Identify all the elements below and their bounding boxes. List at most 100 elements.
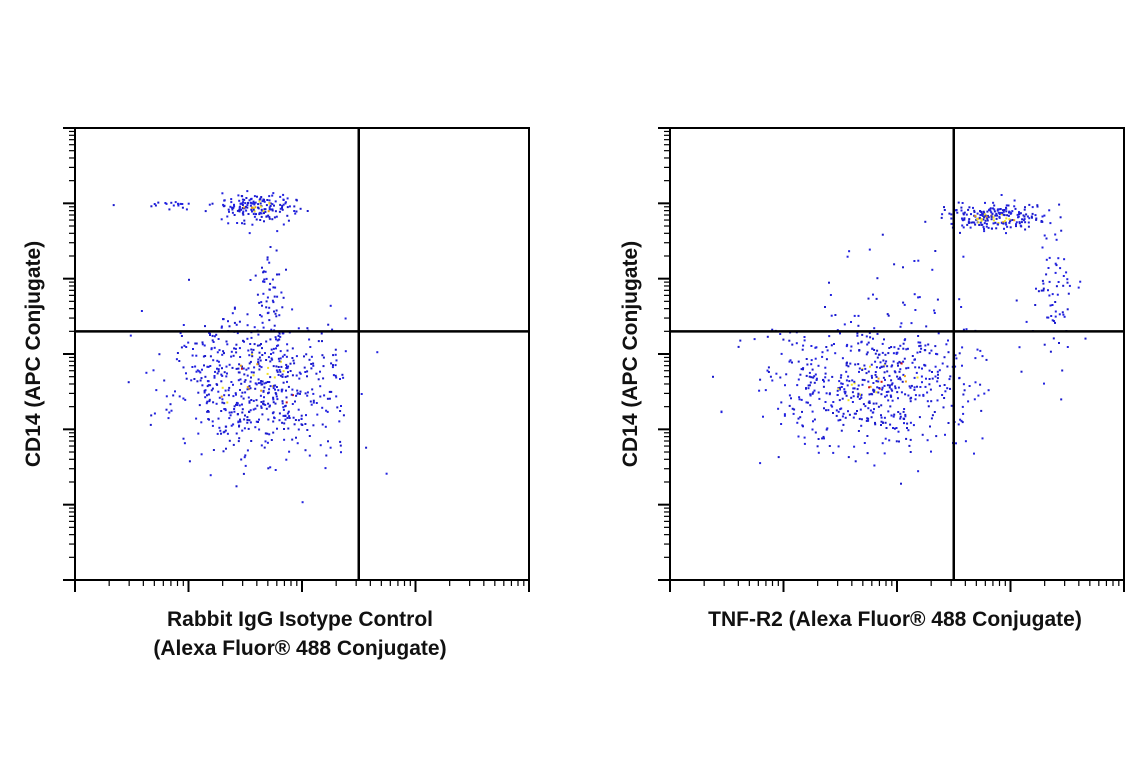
event-dot [272, 411, 275, 414]
event-dot [300, 418, 303, 420]
event-dot [803, 336, 806, 338]
event-dot [822, 385, 825, 388]
event-dot [807, 384, 810, 387]
event-dot [238, 404, 241, 407]
event-dot [836, 394, 839, 396]
event-dot [797, 378, 800, 381]
event-dot [281, 355, 284, 358]
event-dot [326, 397, 329, 400]
event-dot [1034, 214, 1037, 217]
event-dot [291, 388, 294, 391]
event-dot [872, 402, 875, 405]
event-dot [946, 365, 949, 368]
event-dot [260, 406, 263, 409]
event-dot [272, 351, 275, 354]
event-dot [1054, 301, 1057, 303]
event-dot [268, 206, 271, 209]
event-dot [958, 352, 961, 355]
event-dot [897, 397, 899, 400]
event-dot [253, 202, 256, 204]
event-dot [208, 203, 211, 206]
x-axis-label: TNF-R2 (Alexa Fluor® 488 Conjugate) [708, 608, 1082, 631]
event-dot [283, 428, 285, 430]
event-dot [962, 219, 964, 222]
event-dot [273, 295, 276, 298]
event-dot [293, 210, 296, 212]
event-dot [921, 433, 924, 436]
event-dot [272, 431, 275, 434]
event-dot [211, 339, 214, 342]
event-dot [979, 210, 982, 213]
event-dot [249, 360, 252, 363]
event-dot [1036, 205, 1039, 208]
event-dot [828, 445, 831, 447]
event-dot [933, 312, 936, 314]
event-dot [876, 349, 879, 352]
event-dot [262, 400, 265, 403]
event-dot [875, 380, 878, 382]
event-dot [286, 367, 289, 370]
event-dot [235, 403, 237, 406]
event-dot [1023, 215, 1026, 218]
event-dot [1042, 282, 1045, 285]
event-dot [261, 266, 263, 269]
event-dot [845, 345, 848, 348]
event-dot [195, 417, 198, 420]
event-dot [898, 370, 901, 373]
event-dot [260, 401, 263, 403]
event-dot [784, 384, 786, 387]
event-dot [279, 350, 282, 353]
event-dot [950, 217, 953, 220]
event-dot [960, 209, 963, 212]
event-dot [978, 216, 981, 219]
event-dot [238, 425, 240, 428]
event-dot [230, 411, 233, 414]
event-dot [802, 368, 804, 371]
event-dot [1084, 337, 1087, 340]
event-dot [992, 201, 995, 204]
event-dot [872, 390, 875, 393]
event-dot [780, 401, 783, 404]
event-dot [992, 222, 995, 225]
event-dot [268, 306, 271, 309]
event-dot [880, 420, 883, 423]
event-dot [282, 332, 285, 334]
event-dot [880, 416, 883, 419]
event-dot [269, 202, 272, 205]
event-dot [899, 325, 902, 328]
event-dot [898, 440, 900, 443]
event-dot [895, 352, 898, 355]
event-dot [260, 380, 263, 382]
event-dot [274, 388, 276, 391]
event-dot [973, 221, 976, 224]
event-dot [244, 464, 247, 467]
event-dot [861, 333, 864, 336]
event-dot [261, 347, 263, 350]
event-dot [266, 432, 269, 435]
event-dot [960, 206, 963, 209]
event-dot [291, 403, 294, 405]
y-axis-label: CD14 (APC Conjugate) [619, 241, 642, 467]
event-dot [1024, 221, 1027, 224]
event-dot [985, 215, 988, 218]
event-dot [342, 414, 345, 417]
event-dot [285, 401, 288, 404]
event-dot [916, 351, 919, 354]
event-dot [1018, 213, 1021, 216]
event-dot [830, 314, 833, 317]
event-dot [777, 456, 780, 459]
event-dot [813, 381, 816, 384]
event-dot [888, 439, 891, 442]
event-dot [861, 383, 864, 386]
event-dot [808, 375, 811, 378]
event-dot [233, 410, 236, 413]
event-dot [1041, 279, 1044, 282]
event-dot [205, 402, 208, 405]
event-dot [867, 380, 870, 383]
event-dot [793, 408, 796, 411]
event-dot [297, 408, 300, 411]
event-dot [974, 357, 977, 360]
event-dot [266, 258, 269, 261]
event-dot [319, 444, 322, 447]
event-dot [834, 352, 837, 355]
